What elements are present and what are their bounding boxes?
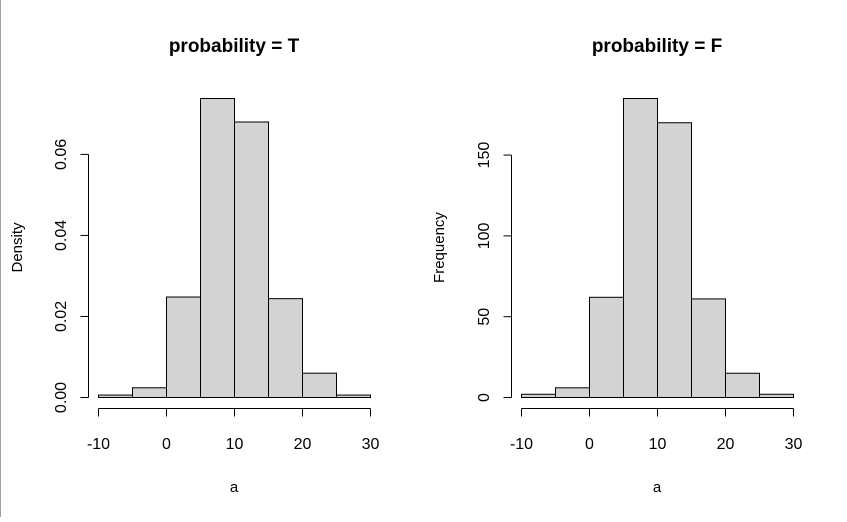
- y-axis-label: Frequency: [431, 212, 448, 283]
- histogram-bar: [234, 121, 269, 398]
- histogram-bar: [759, 393, 794, 399]
- x-tick-label: -10: [87, 436, 110, 453]
- window-border: [0, 0, 1, 517]
- x-tick-label: 30: [785, 436, 803, 453]
- x-tick-label: 10: [226, 436, 244, 453]
- histogram-bar: [623, 98, 658, 398]
- y-axis-label: Density: [9, 222, 26, 273]
- chart-title: probability = T: [169, 36, 300, 57]
- histogram-bar: [98, 394, 133, 398]
- histogram-bar: [555, 387, 590, 399]
- y-tick-label: 0: [476, 393, 493, 402]
- x-tick-label: 20: [294, 436, 312, 453]
- x-axis-label: a: [230, 479, 239, 496]
- histogram-bar: [657, 122, 692, 398]
- y-tick-label: 50: [476, 308, 493, 326]
- histogram-bar: [268, 298, 303, 399]
- y-tick-label: 100: [476, 222, 493, 249]
- y-tick-label: 150: [476, 142, 493, 169]
- x-tick-label: 0: [162, 436, 171, 453]
- histogram-bar: [200, 98, 235, 398]
- x-tick-label: 10: [649, 436, 667, 453]
- chart-title: probability = F: [592, 36, 722, 57]
- y-tick-label: 0.02: [53, 301, 70, 332]
- x-tick-label: -10: [510, 436, 533, 453]
- histogram-bar: [336, 394, 371, 398]
- y-tick-label: 0.06: [53, 139, 70, 170]
- x-tick-label: 20: [717, 436, 735, 453]
- histogram-bar: [725, 372, 760, 398]
- histogram-bar: [132, 387, 167, 399]
- y-tick-label: 0.00: [53, 382, 70, 413]
- histogram-bar: [521, 393, 556, 399]
- x-axis-label: a: [653, 479, 662, 496]
- x-tick-label: 0: [585, 436, 594, 453]
- histogram-bar: [166, 296, 201, 399]
- histogram-bar: [691, 298, 726, 398]
- x-tick-label: 30: [362, 436, 380, 453]
- y-tick-label: 0.04: [53, 220, 70, 251]
- histogram-bar: [589, 296, 624, 398]
- histogram-bar: [302, 372, 337, 399]
